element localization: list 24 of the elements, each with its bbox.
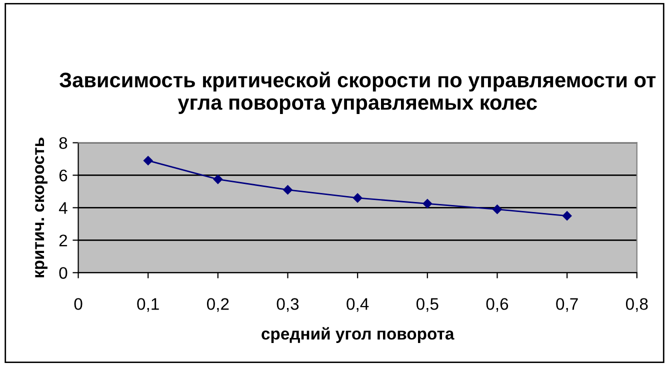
y-tick-label: 8 (59, 137, 68, 149)
x-tick-label: 0 (74, 298, 82, 310)
point (352, 193, 362, 203)
chart-title: Зависимость критической скорости по управляемости от угла поворота управляемых колес (59, 72, 656, 114)
x-tick-label: 0,6 (486, 298, 508, 312)
y-axis-title: критич. скорость (35, 138, 48, 278)
point (213, 174, 223, 184)
x-tick-label: 0,8 (626, 298, 648, 312)
x-tick-label: 0,7 (556, 298, 578, 312)
point (562, 211, 572, 220)
y-tick-label: 2 (59, 234, 68, 246)
y-tick-label: 4 (58, 202, 68, 214)
y-tick-label: 0 (59, 267, 68, 279)
x-tick-label: 0,3 (276, 298, 299, 312)
x-tick-label: 0,2 (206, 298, 229, 312)
y-tick-label: 6 (59, 170, 68, 182)
point (492, 204, 502, 214)
point (143, 156, 153, 166)
x-tick-label: 0,4 (346, 298, 369, 312)
x-axis-title: средний угол поворота (262, 327, 454, 343)
x-tick-label: 0,1 (137, 298, 159, 312)
point (422, 199, 432, 208)
x-tick-label: 0,5 (416, 298, 438, 312)
point (283, 185, 292, 194)
